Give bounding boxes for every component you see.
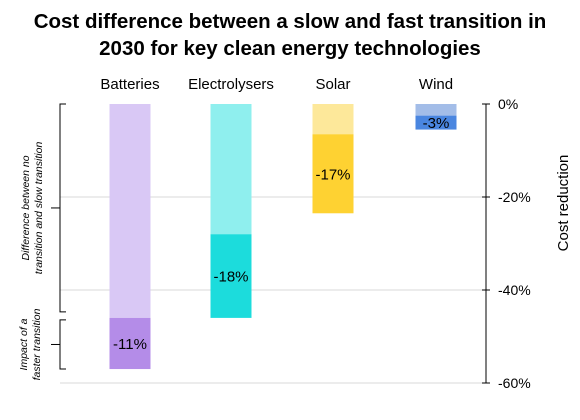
bar-impact-segment	[312, 134, 354, 214]
data-label: -3%	[423, 115, 450, 132]
y-tick-label: -20%	[498, 189, 531, 205]
chart-title-line-1: Cost difference between a slow and fast …	[33, 10, 547, 33]
category-label: Batteries	[100, 76, 159, 93]
bar-impact-segment	[109, 317, 151, 370]
y-tick-label: -40%	[498, 282, 531, 298]
bracket	[59, 319, 66, 370]
bar-baseline-segment	[415, 104, 457, 116]
bracket	[59, 103, 66, 313]
bracket-annotation-line: Difference between no	[20, 155, 32, 260]
bar-baseline-segment	[109, 104, 151, 318]
bracket-annotation: Difference between notransition and slow…	[20, 142, 45, 275]
y-axis-title: Cost reduction	[555, 155, 572, 252]
bar-impact-segment	[415, 115, 457, 130]
category-label: Electrolysers	[188, 76, 274, 93]
bar-impact-segment	[210, 234, 252, 318]
bracket-annotation-line: Impact of a	[18, 318, 30, 370]
y-tick-label: -60%	[498, 375, 531, 391]
chart-title-line-2: 2030 for key clean energy technologies	[99, 37, 481, 60]
y-tick-label: 0%	[498, 96, 518, 112]
bar-baseline-segment	[312, 104, 354, 135]
bracket-annotation: Impact of afaster transition	[18, 308, 43, 380]
bracket-annotation-line: transition and slow transition	[33, 142, 45, 275]
data-label: -18%	[213, 269, 248, 286]
category-label: Wind	[419, 76, 453, 93]
category-label: Solar	[315, 76, 350, 93]
bar-baseline-segment	[210, 104, 252, 235]
data-label: -17%	[315, 166, 350, 183]
bracket-annotation-line: faster transition	[31, 308, 43, 380]
chart-title: Cost difference between a slow and fast …	[0, 8, 580, 62]
data-label: -11%	[113, 336, 147, 353]
